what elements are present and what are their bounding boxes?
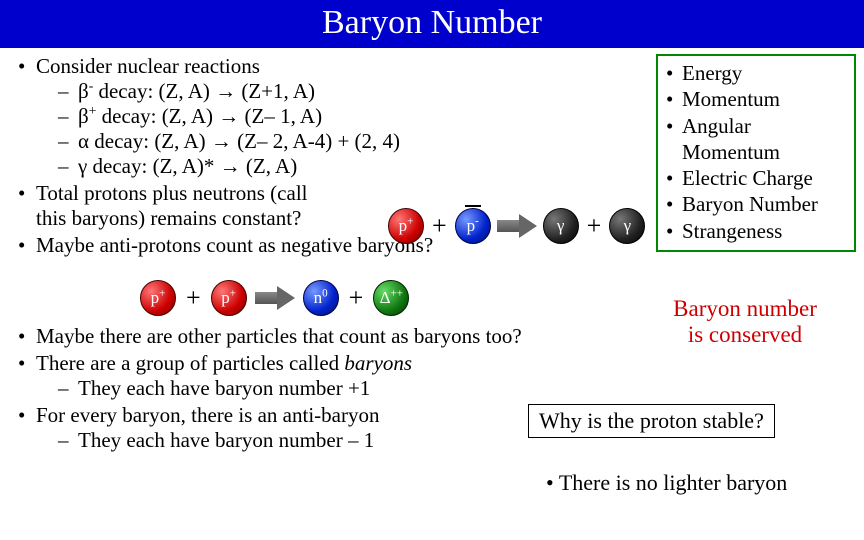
text: For every baryon, there is an anti-baryo… — [36, 403, 379, 427]
baryon-conserved-callout: Baryon number is conserved — [650, 296, 840, 349]
conserved-quantities-box: Energy Momentum Angular Momentum Electri… — [656, 54, 856, 252]
sub-bn-plus1: They each have baryon number +1 — [54, 376, 864, 401]
cons-item: Momentum — [664, 86, 848, 112]
equation-annihilation: p+ + p- γ + γ — [388, 208, 645, 244]
text: Total protons plus neutrons (call — [36, 181, 307, 205]
plus-icon: + — [430, 211, 449, 241]
why-proton-stable-box: Why is the proton stable? — [528, 404, 775, 438]
bullet-baryons-group: There are a group of particles called ba… — [12, 351, 864, 401]
plus-icon: + — [347, 283, 366, 313]
proton-icon: p+ — [388, 208, 424, 244]
arrow-icon — [497, 215, 537, 237]
text: Maybe there are other particles that cou… — [36, 324, 522, 348]
proton-icon: p+ — [140, 280, 176, 316]
text: this baryons) remains constant? — [36, 206, 301, 230]
text: Baryon number — [650, 296, 840, 322]
equation-pp-collision: p+ + p+ n0 + Δ++ — [140, 280, 409, 316]
delta-icon: Δ++ — [373, 280, 409, 316]
conserved-list: Energy Momentum Angular Momentum Electri… — [664, 60, 848, 244]
proton-icon: p+ — [211, 280, 247, 316]
cons-item: Baryon Number — [664, 191, 848, 217]
text-italic: baryons — [344, 351, 412, 375]
cons-item: Energy — [664, 60, 848, 86]
plus-icon: + — [184, 283, 203, 313]
plus-icon: + — [585, 211, 604, 241]
text: Maybe anti-protons count as negative bar… — [36, 233, 433, 257]
cons-item: Strangeness — [664, 218, 848, 244]
photon-icon: γ — [543, 208, 579, 244]
neutron-icon: n0 — [303, 280, 339, 316]
bullet-no-lighter-baryon: There is no lighter baryon — [546, 470, 787, 496]
text: Consider nuclear reactions — [36, 54, 260, 78]
text: is conserved — [650, 322, 840, 348]
photon-icon: γ — [609, 208, 645, 244]
antiproton-icon: p- — [455, 208, 491, 244]
cons-item: Angular Momentum — [664, 113, 848, 166]
text: There are a group of particles called — [36, 351, 344, 375]
slide-title: Baryon Number — [0, 0, 864, 48]
cons-item: Electric Charge — [664, 165, 848, 191]
arrow-icon — [255, 287, 295, 309]
